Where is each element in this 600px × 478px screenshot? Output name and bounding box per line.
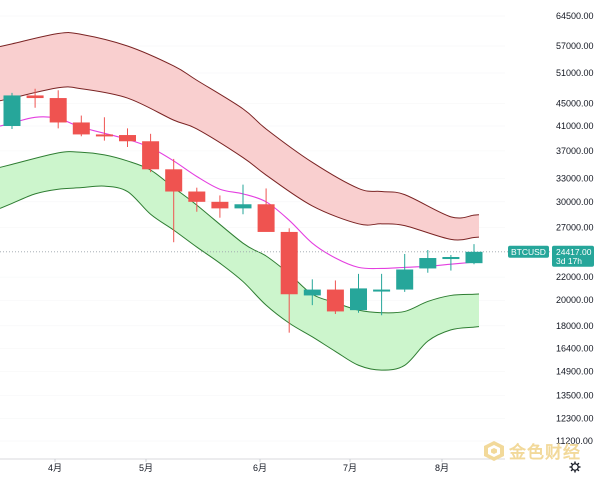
candle-body <box>280 231 298 295</box>
y-tick-label: 27000.00 <box>556 222 594 232</box>
x-tick-label: 4月 <box>48 463 62 473</box>
y-tick-label: 16400.00 <box>556 343 594 353</box>
countdown-tag: 3d 17h <box>556 255 582 266</box>
candle-body <box>119 135 136 142</box>
price-tag-bg <box>552 245 594 267</box>
candle-body <box>95 134 113 137</box>
settings-gear-icon[interactable] <box>569 461 581 473</box>
lower-band-bottom-line <box>0 185 480 371</box>
watermark-text: 金色财经 <box>509 443 581 462</box>
candle-body <box>303 289 321 296</box>
candle-body <box>257 204 275 232</box>
candle-body <box>234 204 252 209</box>
lower-band-fill <box>0 151 479 371</box>
symbol-tag-bg <box>508 245 549 258</box>
x-tick-label: 6月 <box>253 463 267 473</box>
candle-body <box>72 122 90 135</box>
x-tick-label: 7月 <box>343 463 357 473</box>
x-tick-label: 8月 <box>435 463 449 473</box>
candle-body <box>326 289 344 312</box>
y-tick-label: 22000.00 <box>556 272 594 282</box>
candle-body <box>419 258 437 269</box>
lower-band-top-line <box>0 151 480 314</box>
candle-body <box>49 98 67 123</box>
upper-band-bottom-line <box>0 86 480 241</box>
watermark: 金色财经 <box>483 438 581 463</box>
candle-body <box>188 191 206 202</box>
candle-body <box>465 251 483 264</box>
candle-body <box>142 141 160 170</box>
upper-band-fill <box>0 32 479 240</box>
y-tick-label: 57000.00 <box>556 41 594 51</box>
candle-body <box>211 201 229 209</box>
y-tick-label: 51000.00 <box>556 68 594 78</box>
symbol-tag: BTCUSD <box>511 246 546 257</box>
y-tick-label: 64500.00 <box>556 11 594 21</box>
y-tick-label: 45000.00 <box>556 98 594 108</box>
watermark-logo-icon <box>484 440 504 461</box>
candle-body <box>373 289 391 292</box>
y-tick-label: 11200.00 <box>556 436 593 446</box>
mid-line <box>0 116 480 270</box>
candle-body <box>3 95 21 126</box>
candle-body <box>26 95 44 99</box>
x-tick-label: 5月 <box>139 463 153 473</box>
y-tick-label: 37000.00 <box>556 146 594 156</box>
upper-band-top-line <box>0 32 480 219</box>
y-tick-label: 18000.00 <box>556 321 594 331</box>
y-tick-label: 33000.00 <box>556 174 594 184</box>
y-tick-label: 30000.00 <box>556 197 594 207</box>
y-tick-label: 13500.00 <box>556 391 594 401</box>
y-tick-label: 12300.00 <box>556 413 594 423</box>
candle-body <box>165 169 183 192</box>
y-tick-label: 14900.00 <box>556 367 594 377</box>
candle-body <box>396 269 414 290</box>
y-tick-label: 41000.00 <box>556 121 594 131</box>
candle-body <box>350 288 367 311</box>
candle-body <box>442 257 460 260</box>
current-price-tag: 24417.00 <box>556 246 592 257</box>
y-tick-label: 20000.00 <box>556 295 594 305</box>
